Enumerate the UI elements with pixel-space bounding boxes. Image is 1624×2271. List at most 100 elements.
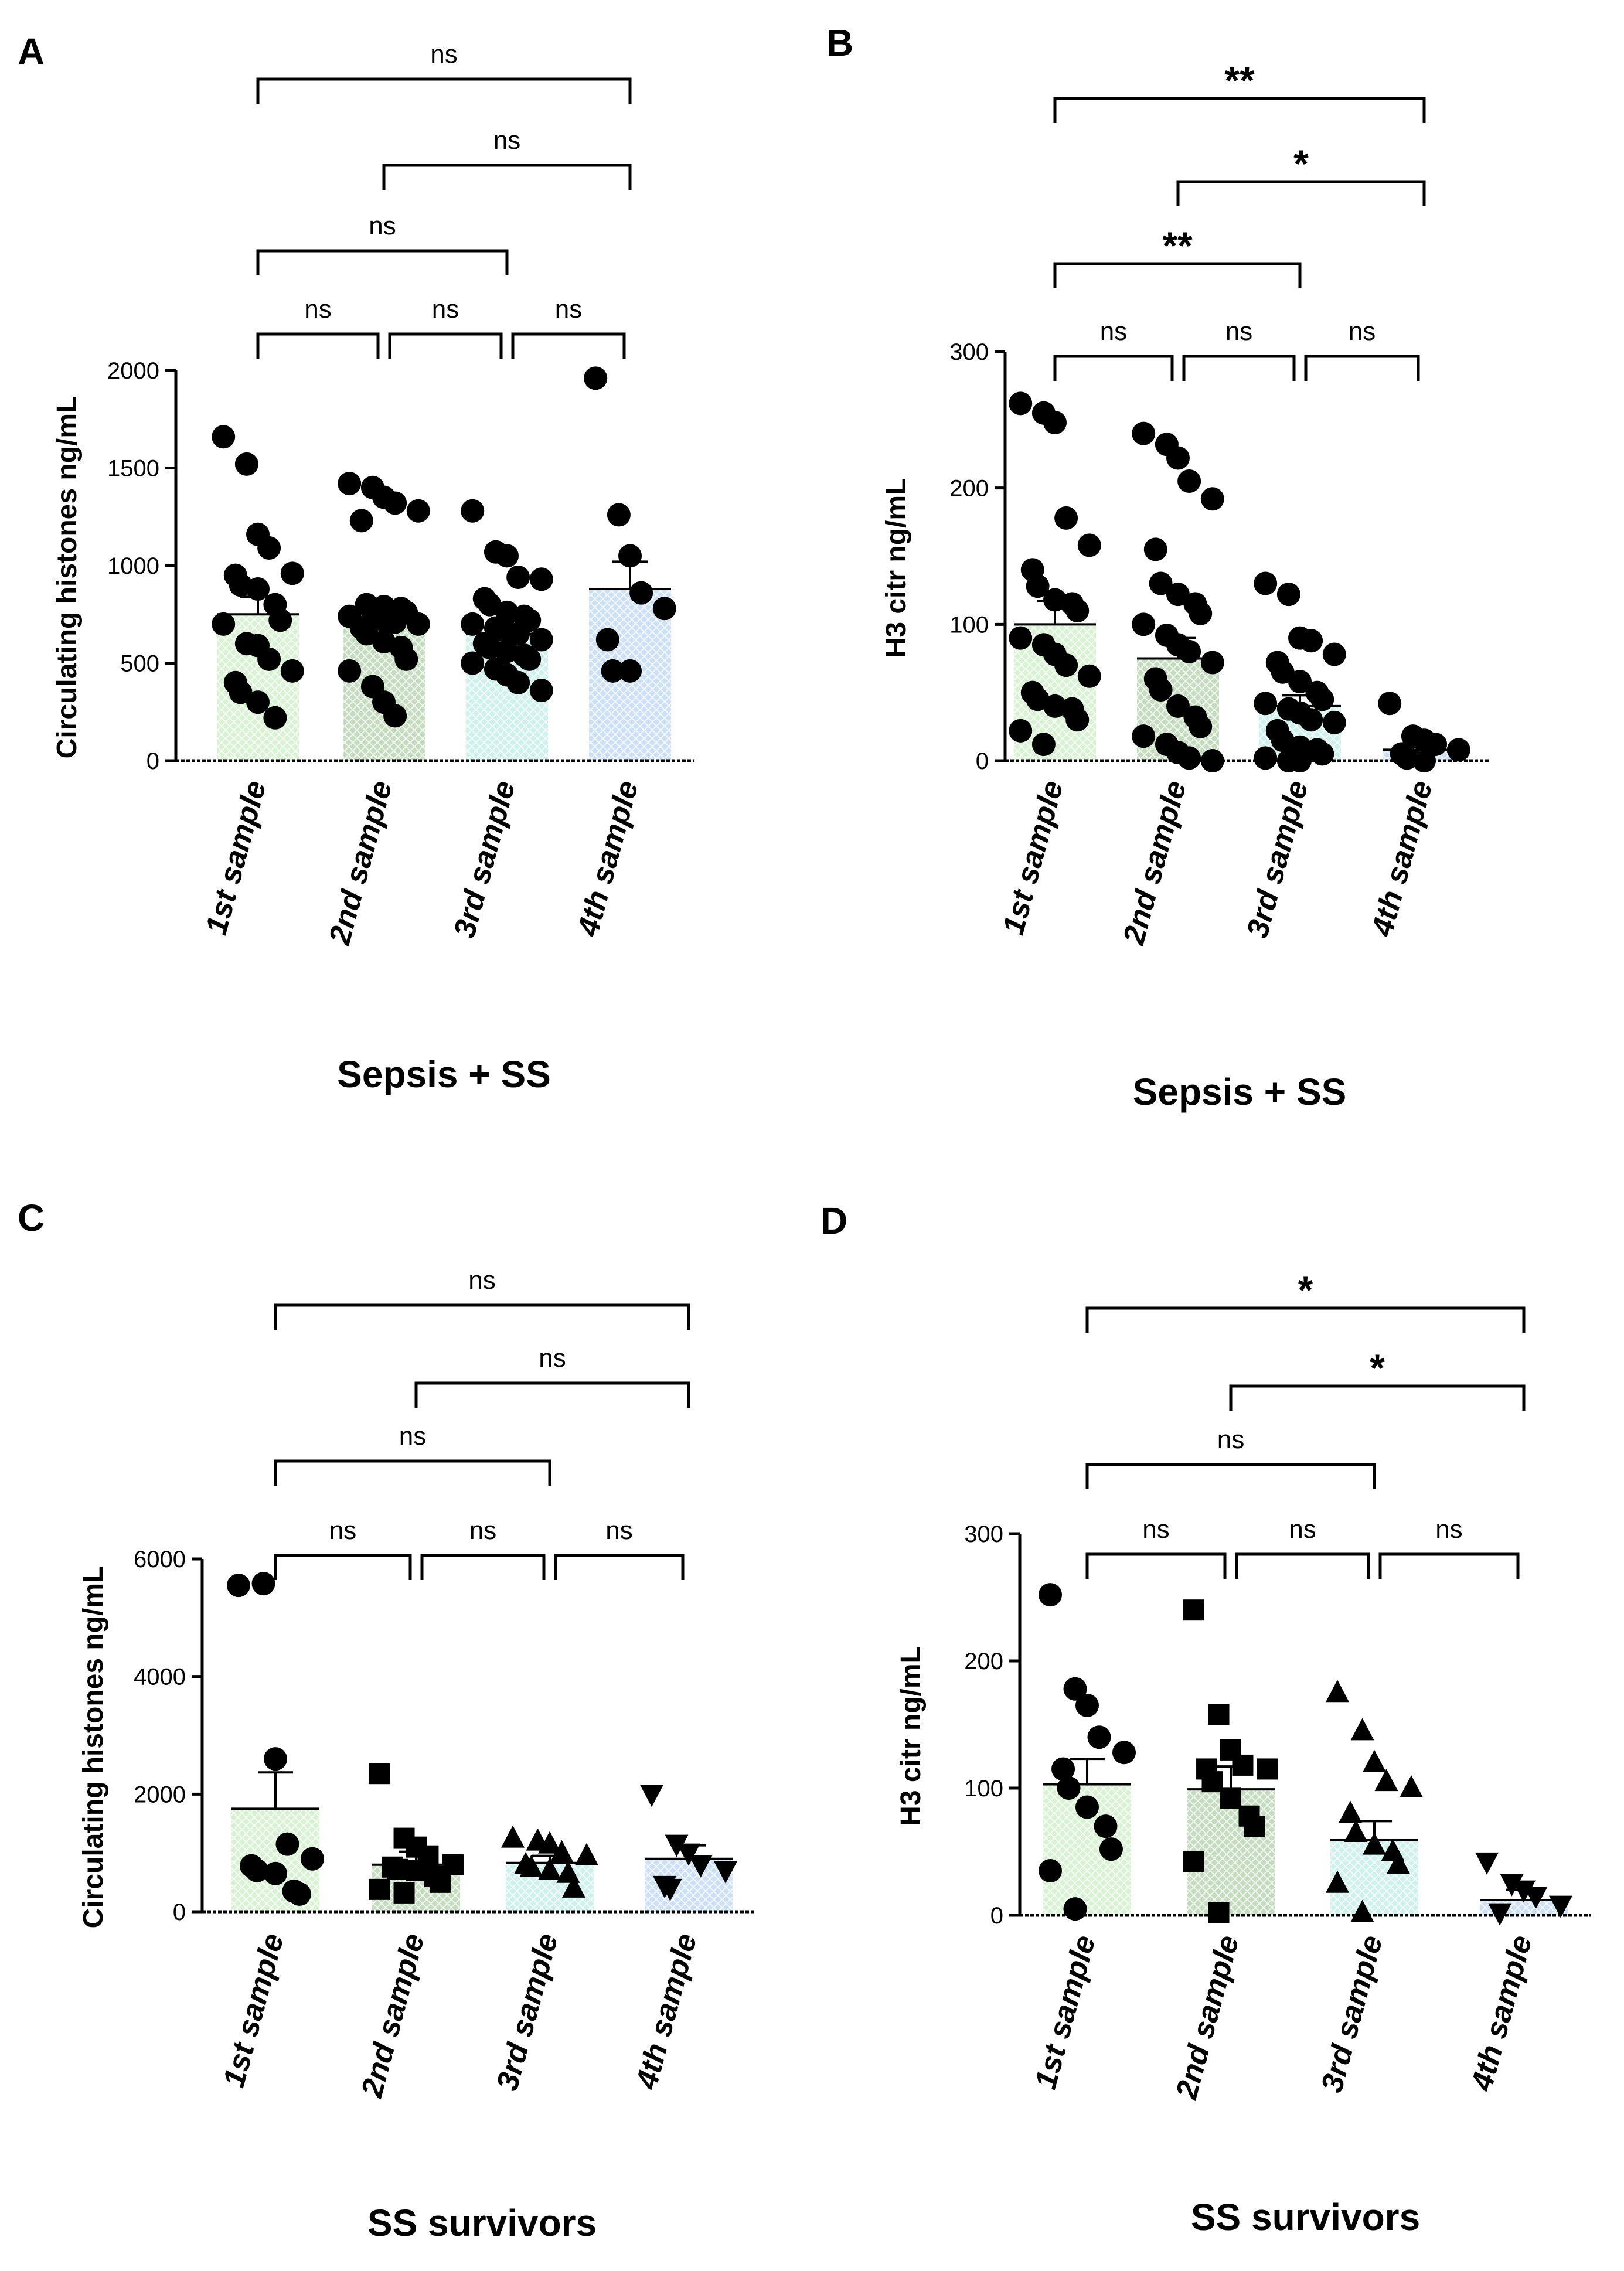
data-point — [1166, 694, 1190, 718]
data-point — [1177, 469, 1201, 493]
x-tick-label: 4th sample — [629, 1930, 704, 2093]
data-point — [1099, 1837, 1123, 1861]
data-point — [280, 561, 304, 585]
data-point — [1063, 1677, 1087, 1701]
data-point — [1075, 1693, 1099, 1717]
data-point — [519, 1854, 543, 1877]
data-point — [287, 1882, 311, 1906]
data-point — [227, 1574, 250, 1598]
y-tick-label: 100 — [949, 612, 989, 638]
significance-label: ns — [329, 1516, 356, 1545]
data-point — [1378, 692, 1402, 716]
data-point — [652, 597, 676, 621]
data-point — [1200, 651, 1224, 675]
significance-label: ns — [468, 1266, 495, 1295]
data-point — [229, 680, 253, 704]
data-point — [1132, 724, 1156, 748]
y-tick-label: 300 — [949, 339, 989, 365]
data-point — [212, 425, 236, 449]
data-point — [1039, 1859, 1062, 1883]
data-point — [406, 499, 430, 523]
x-tick-label: 2nd sample — [322, 777, 399, 948]
data-point — [338, 472, 362, 496]
data-point — [506, 565, 530, 589]
y-tick-label: 0 — [990, 1903, 1003, 1929]
data-point — [1057, 1776, 1081, 1800]
data-point — [369, 1878, 390, 1900]
data-point — [1183, 1851, 1204, 1872]
data-point — [246, 577, 270, 601]
data-point — [1288, 670, 1312, 694]
data-point — [1500, 1874, 1524, 1897]
data-point — [1166, 446, 1190, 470]
data-point — [1189, 601, 1213, 625]
data-point — [1310, 687, 1334, 711]
significance-bracket — [256, 249, 509, 275]
significance-bracket — [1053, 262, 1302, 288]
significance-bracket — [274, 1554, 412, 1580]
significance-bracket — [274, 1303, 690, 1330]
data-point — [640, 1785, 663, 1807]
significance-bracket — [420, 1554, 546, 1580]
x-tick-label: 2nd sample — [355, 1930, 431, 2101]
panel-letter: C — [18, 1197, 45, 1239]
y-tick-label: 0 — [976, 748, 989, 774]
data-point — [461, 499, 485, 523]
data-point — [1054, 506, 1078, 530]
significance-bracket — [274, 1459, 551, 1486]
data-point — [338, 659, 362, 683]
significance-label: ns — [1289, 1515, 1316, 1544]
data-point — [1009, 391, 1033, 416]
data-point — [595, 628, 619, 652]
data-point — [212, 612, 236, 636]
y-tick-label: 1500 — [107, 456, 159, 482]
significance-label: ns — [1142, 1515, 1169, 1544]
significance-bracket — [414, 1381, 690, 1408]
panel-a: A 0 500 1000 1500 2000 Circulating histones ng… — [18, 30, 694, 1095]
panel-letter: D — [820, 1200, 847, 1242]
data-point — [629, 581, 653, 605]
data-point — [429, 1871, 451, 1893]
significance-bracket — [1176, 180, 1426, 206]
x-tick-label: 4th sample — [571, 777, 645, 940]
data-point — [1087, 1725, 1111, 1749]
data-point — [349, 509, 373, 533]
x-axis-label: SS survivors — [367, 2202, 597, 2244]
data-point — [1299, 629, 1323, 653]
x-axis-label: SS survivors — [1191, 2196, 1420, 2238]
data-point — [1189, 714, 1213, 738]
data-point — [495, 544, 519, 568]
data-point — [264, 1747, 287, 1771]
data-point — [1232, 1754, 1254, 1776]
data-point — [1322, 642, 1346, 666]
data-point — [1254, 692, 1278, 716]
data-point — [1363, 1749, 1386, 1772]
data-point — [383, 704, 407, 728]
y-tick-label: 200 — [964, 1649, 1003, 1674]
x-tick-label: 4th sample — [1365, 777, 1439, 940]
data-point — [393, 1882, 415, 1904]
x-tick-label: 1st sample — [1029, 1932, 1102, 2093]
data-point — [1149, 678, 1173, 702]
panel-c: C 0 2000 4000 6000 Circulating histones ng/mL… — [18, 1197, 756, 2244]
data-point — [1208, 1704, 1230, 1725]
data-point — [689, 1855, 713, 1878]
y-axis-label: Circulating histones ng/mL — [78, 1566, 109, 1929]
data-point — [1549, 1895, 1572, 1918]
data-point — [506, 670, 530, 694]
significance-label: ns — [1225, 317, 1252, 346]
data-point — [1299, 708, 1323, 732]
significance-label: ns — [399, 1422, 426, 1451]
data-point — [461, 651, 485, 675]
x-tick-label: 1st sample — [996, 777, 1070, 938]
data-point — [1400, 1775, 1423, 1797]
data-point — [275, 1832, 299, 1856]
significance-label: ns — [555, 295, 582, 324]
significance-bracket — [1304, 355, 1420, 381]
significance-label: ns — [1100, 317, 1127, 346]
data-point — [387, 1858, 408, 1880]
data-point — [268, 608, 292, 632]
data-point — [1475, 1852, 1499, 1875]
panel-b: B 0 100 200 300 H3 citr ng/mL 1st sample 2nd sa… — [826, 22, 1489, 1113]
y-tick-label: 300 — [964, 1521, 1003, 1547]
